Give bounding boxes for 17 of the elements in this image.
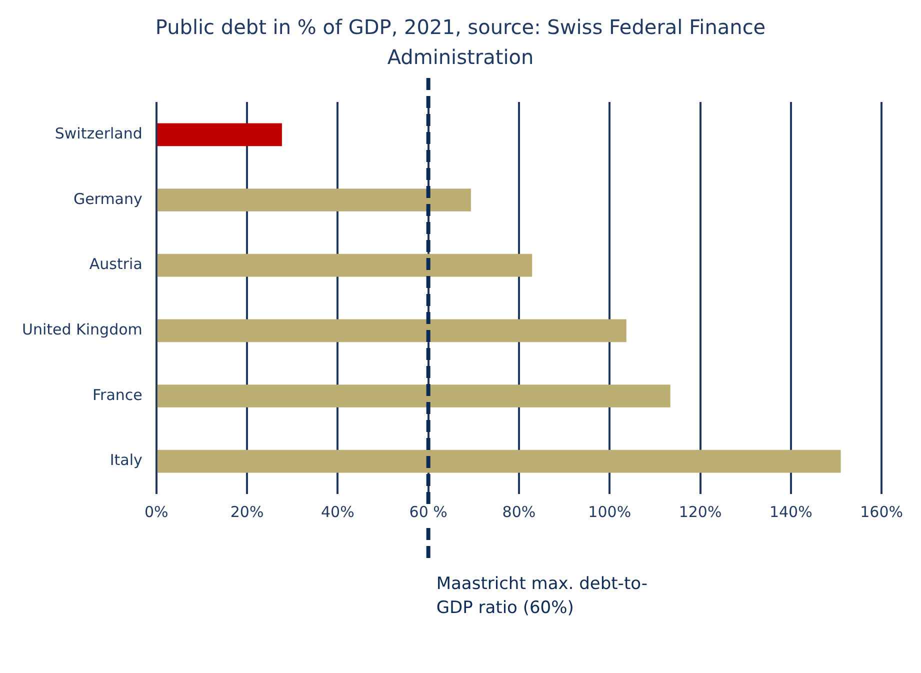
y-tick-label: United Kingdom	[22, 320, 142, 339]
x-tick-label: 120%	[678, 502, 722, 521]
y-tick-label: Switzerland	[54, 124, 142, 143]
y-tick-label: Germany	[73, 190, 143, 208]
x-tick-label: 160%	[860, 502, 904, 521]
y-tick-label: Italy	[110, 451, 143, 470]
x-tick-label: 140%	[769, 502, 812, 521]
x-tick-label: 20%	[230, 502, 264, 521]
x-tick-label: 40%	[321, 502, 354, 521]
x-tick-label: 60 %	[409, 502, 448, 521]
legend-label: Maastricht max. debt-to-GDP ratio (60%)	[436, 574, 648, 618]
x-tick-label: 0%	[144, 502, 168, 521]
y-tick-label: France	[92, 386, 142, 404]
chart-title: Public debt in % of GDP, 2021, source: Swiss Federal Finance Administration	[154, 14, 767, 71]
x-tick-label: 100%	[588, 502, 632, 521]
x-tick-label: 80%	[502, 502, 536, 521]
y-tick-label: Austria	[89, 255, 142, 274]
